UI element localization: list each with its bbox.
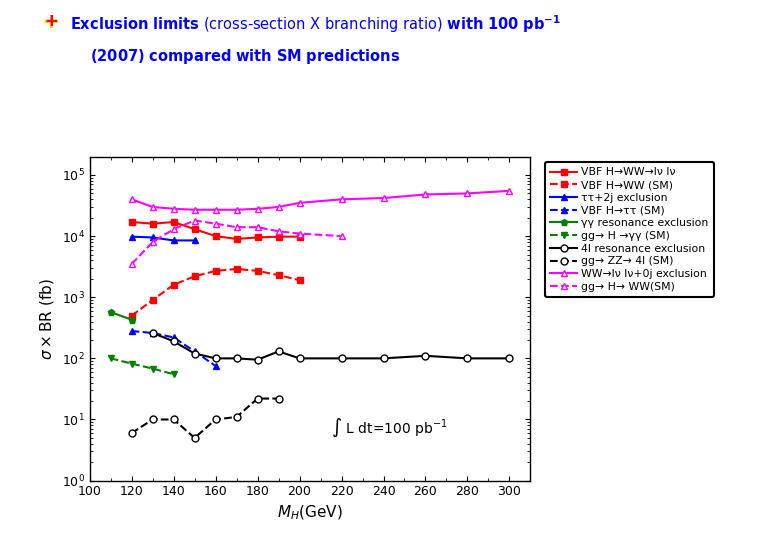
- VBF H→WW (SM): [232, 266, 241, 272]
- VBF H→WW (SM): [253, 268, 262, 274]
- Line: VBF H→WW→lν lν: VBF H→WW→lν lν: [128, 219, 303, 242]
- WW→lν lν+0j exclusion: [295, 200, 304, 206]
- WW→lν lν+0j exclusion: [253, 206, 262, 212]
- VBF H→WW (SM): [127, 313, 136, 319]
- VBF H→WW (SM): [190, 273, 200, 280]
- VBF H→WW→lν lν: [127, 219, 136, 225]
- Legend: VBF H→WW→lν lν, VBF H→WW (SM), ττ+2j exclusion, VBF H→ττ (SM), γγ resonance excl: VBF H→WW→lν lν, VBF H→WW (SM), ττ+2j exc…: [544, 162, 714, 297]
- gg→ ZZ→ 4l (SM): [274, 395, 283, 402]
- WW→lν lν+0j exclusion: [232, 206, 241, 213]
- WW→lν lν+0j exclusion: [505, 187, 514, 194]
- WW→lν lν+0j exclusion: [127, 196, 136, 202]
- WW→lν lν+0j exclusion: [169, 206, 179, 212]
- VBF H→ττ (SM): [190, 348, 200, 355]
- VBF H→ττ (SM): [211, 363, 220, 369]
- gg→ ZZ→ 4l (SM): [211, 416, 220, 423]
- gg→ ZZ→ 4l (SM): [148, 416, 158, 423]
- 4l resonance exclusion: [274, 348, 283, 355]
- gg→ H→ WW(SM): [148, 239, 158, 245]
- gg→ H→ WW(SM): [337, 233, 346, 239]
- ττ+2j exclusion: [127, 233, 136, 240]
- VBF H→WW→lν lν: [253, 234, 262, 241]
- gg→ H→ WW(SM): [127, 261, 136, 267]
- gg→ H →γγ (SM): [106, 355, 115, 362]
- gg→ ZZ→ 4l (SM): [253, 395, 262, 402]
- 4l resonance exclusion: [295, 355, 304, 362]
- gg→ H →γγ (SM): [148, 366, 158, 372]
- 4l resonance exclusion: [505, 355, 514, 362]
- VBF H→ττ (SM): [127, 328, 136, 334]
- 4l resonance exclusion: [169, 338, 179, 345]
- WW→lν lν+0j exclusion: [337, 196, 346, 202]
- γγ resonance exclusion: [127, 316, 136, 323]
- gg→ ZZ→ 4l (SM): [190, 435, 200, 441]
- gg→ H→ WW(SM): [295, 231, 304, 237]
- VBF H→WW→lν lν: [211, 233, 220, 239]
- Text: $\int$ L dt=100 pb$^{-1}$: $\int$ L dt=100 pb$^{-1}$: [331, 417, 448, 439]
- Line: gg→ ZZ→ 4l (SM): gg→ ZZ→ 4l (SM): [128, 395, 282, 441]
- Line: ττ+2j exclusion: ττ+2j exclusion: [128, 233, 198, 244]
- gg→ H→ WW(SM): [211, 220, 220, 227]
- Line: gg→ H →γγ (SM): gg→ H →γγ (SM): [107, 355, 177, 377]
- ττ+2j exclusion: [148, 234, 158, 241]
- gg→ H →γγ (SM): [127, 360, 136, 367]
- VBF H→WW (SM): [211, 268, 220, 274]
- WW→lν lν+0j exclusion: [274, 204, 283, 210]
- gg→ H→ WW(SM): [232, 224, 241, 231]
- gg→ H→ WW(SM): [169, 226, 179, 232]
- 4l resonance exclusion: [232, 355, 241, 362]
- gg→ H→ WW(SM): [190, 217, 200, 224]
- gg→ H→ WW(SM): [274, 228, 283, 234]
- Line: WW→lν lν+0j exclusion: WW→lν lν+0j exclusion: [128, 187, 513, 213]
- VBF H→WW→lν lν: [295, 233, 304, 240]
- gg→ H →γγ (SM): [169, 371, 179, 377]
- VBF H→WW→lν lν: [274, 233, 283, 240]
- 4l resonance exclusion: [337, 355, 346, 362]
- ττ+2j exclusion: [190, 237, 200, 244]
- 4l resonance exclusion: [253, 356, 262, 363]
- VBF H→WW (SM): [169, 281, 179, 288]
- VBF H→WW→lν lν: [169, 219, 179, 225]
- γγ resonance exclusion: [106, 309, 115, 315]
- VBF H→WW→lν lν: [190, 226, 200, 232]
- VBF H→WW→lν lν: [148, 220, 158, 227]
- ττ+2j exclusion: [169, 237, 179, 244]
- Line: gg→ H→ WW(SM): gg→ H→ WW(SM): [128, 217, 345, 267]
- VBF H→ττ (SM): [169, 334, 179, 341]
- Line: VBF H→WW (SM): VBF H→WW (SM): [128, 266, 303, 319]
- 4l resonance exclusion: [211, 355, 220, 362]
- X-axis label: $M_H$(GeV): $M_H$(GeV): [277, 504, 343, 522]
- 4l resonance exclusion: [463, 355, 472, 362]
- VBF H→WW (SM): [295, 277, 304, 284]
- WW→lν lν+0j exclusion: [190, 206, 200, 213]
- VBF H→WW (SM): [148, 297, 158, 303]
- VBF H→ττ (SM): [148, 330, 158, 336]
- gg→ ZZ→ 4l (SM): [169, 416, 179, 423]
- WW→lν lν+0j exclusion: [463, 190, 472, 197]
- Line: γγ resonance exclusion: γγ resonance exclusion: [107, 309, 135, 323]
- WW→lν lν+0j exclusion: [148, 204, 158, 210]
- WW→lν lν+0j exclusion: [379, 195, 388, 201]
- WW→lν lν+0j exclusion: [420, 191, 430, 198]
- Line: 4l resonance exclusion: 4l resonance exclusion: [149, 329, 513, 363]
- Text: $\mathbf{Exclusion\ limits}$ $\mathrm{(cross\text{-}section\ X\ branching\ ratio: $\mathbf{Exclusion\ limits}$ $\mathrm{(c…: [70, 14, 561, 35]
- WW→lν lν+0j exclusion: [211, 206, 220, 213]
- 4l resonance exclusion: [420, 353, 430, 359]
- 4l resonance exclusion: [148, 330, 158, 336]
- VBF H→WW→lν lν: [232, 235, 241, 242]
- VBF H→WW (SM): [274, 272, 283, 279]
- Text: +: +: [45, 12, 58, 31]
- Text: $\mathbf{(2007)\ compared\ with\ SM\ predictions}$: $\mathbf{(2007)\ compared\ with\ SM\ pre…: [90, 47, 400, 66]
- gg→ H→ WW(SM): [253, 224, 262, 231]
- Y-axis label: $\sigma\times$BR (fb): $\sigma\times$BR (fb): [38, 278, 56, 360]
- 4l resonance exclusion: [190, 350, 200, 357]
- Line: VBF H→ττ (SM): VBF H→ττ (SM): [128, 328, 219, 369]
- gg→ ZZ→ 4l (SM): [232, 414, 241, 420]
- gg→ ZZ→ 4l (SM): [127, 430, 136, 436]
- 4l resonance exclusion: [379, 355, 388, 362]
- Text: +: +: [43, 10, 58, 33]
